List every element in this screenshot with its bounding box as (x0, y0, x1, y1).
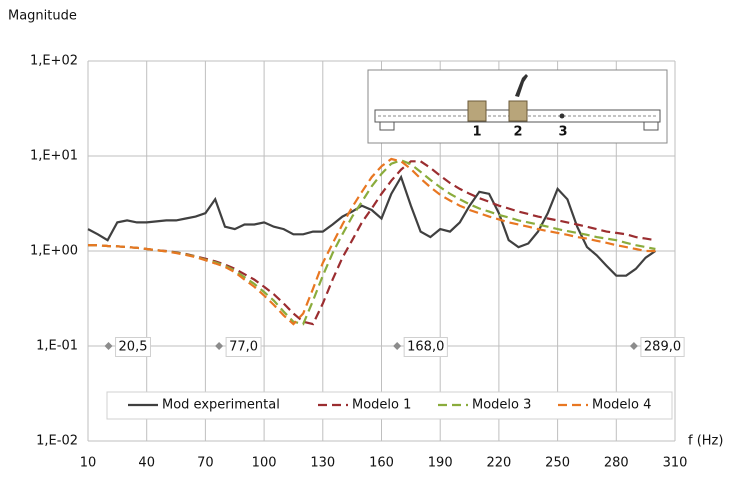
inset-support (379, 121, 395, 131)
y-tick-label: 1,E+02 (30, 54, 78, 69)
annotation-label: 289,0 (644, 340, 681, 355)
x-tick-label: 100 (252, 456, 277, 471)
inset-hammer (515, 74, 528, 97)
y-tick-label: 1,E+00 (30, 244, 78, 259)
x-tick-label: 130 (310, 456, 335, 471)
annotation-box (115, 337, 151, 357)
x-tick-label: 10 (80, 456, 97, 471)
x-tick-label: 190 (428, 456, 453, 471)
inset-label: 3 (558, 125, 567, 140)
inset-point (559, 113, 565, 119)
y-tick-label: 1,E-01 (36, 339, 78, 354)
series-line (88, 160, 656, 326)
annotation-marker (393, 342, 402, 350)
annotation-label: 77,0 (229, 340, 258, 355)
y-tick-label: 1,E-02 (36, 434, 78, 449)
x-tick-label: 250 (545, 456, 570, 471)
series-line (88, 157, 656, 326)
annotation-label: 168,0 (407, 340, 444, 355)
inset-label: 2 (513, 125, 522, 140)
inset-label: 1 (472, 125, 481, 140)
inset-sensor (508, 100, 528, 122)
legend-label: Mod experimental (162, 398, 280, 413)
series-line (87, 174, 657, 277)
x-tick-label: 280 (604, 456, 629, 471)
annotation-label: 20,5 (119, 340, 148, 355)
inset-support (643, 121, 659, 131)
y-axis-label: Magnitude (8, 9, 77, 24)
legend-label: Modelo 1 (352, 398, 411, 413)
annotation-box (640, 337, 685, 357)
legend-label: Modelo 3 (472, 398, 531, 413)
x-axis-label: f (Hz) (688, 434, 723, 449)
annotation-marker (104, 342, 113, 350)
y-tick-label: 1,E+01 (30, 149, 78, 164)
annotation-marker (215, 342, 224, 350)
x-tick-label: 70 (197, 456, 214, 471)
annotation-box (225, 337, 262, 357)
series-line (88, 159, 656, 326)
x-tick-label: 310 (663, 456, 688, 471)
inset-sensor (467, 100, 487, 122)
x-tick-label: 160 (369, 456, 394, 471)
annotation-box (403, 337, 448, 357)
x-tick-label: 220 (486, 456, 511, 471)
annotation-marker (629, 342, 638, 350)
legend-label: Modelo 4 (592, 398, 651, 413)
x-tick-label: 40 (138, 456, 155, 471)
